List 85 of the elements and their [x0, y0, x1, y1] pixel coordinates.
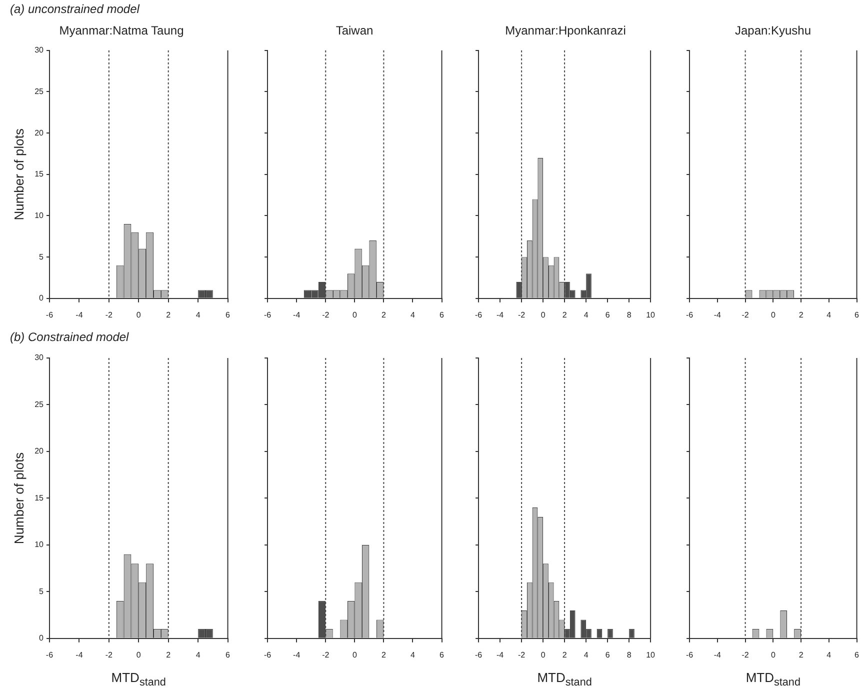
x-tick-label: -6 [686, 310, 694, 320]
x-tick-label: 2 [166, 650, 172, 660]
chart-title: Myanmar:Hponkanrazi [505, 24, 626, 38]
y-tick-label: 5 [39, 252, 44, 262]
x-tick-label: -2 [105, 310, 114, 320]
x-tick-label: -6 [46, 310, 54, 320]
x-tick-label: -4 [714, 650, 722, 660]
y-tick-label: 15 [34, 170, 44, 179]
x-tick-label: -2 [322, 650, 330, 660]
x-tick-label: 2 [798, 650, 804, 660]
y-tick-label: 30 [34, 353, 44, 362]
y-axis-title: Number of plots [11, 128, 26, 220]
x-tick-label: 0 [770, 650, 776, 660]
x-tick-label: 6 [440, 310, 445, 320]
text: (a) unconstrained model [10, 2, 140, 16]
x-tick-label: 4 [826, 650, 832, 660]
x-tick-label: -2 [322, 310, 330, 320]
x-axis-title: MTD$_{stand}$ [746, 670, 800, 689]
x-tick-label: 2 [381, 310, 386, 320]
x-tick-label: 10 [646, 650, 656, 660]
x-tick-label: -4 [714, 310, 722, 320]
x-tick-label: -6 [46, 650, 54, 660]
chart-title: Japan:Kyushu [734, 24, 812, 38]
x-tick-label: -6 [686, 650, 694, 660]
x-tick-label: 4 [826, 310, 832, 320]
x-tick-label: 2 [381, 650, 386, 660]
y-tick-label: 0 [39, 294, 44, 303]
chart-title: Taiwan [336, 24, 374, 38]
text: (b) Constrained model [10, 330, 129, 344]
y-tick-label: 10 [34, 210, 44, 220]
x-tick-label: 10 [646, 310, 656, 320]
x-tick-label: 0 [770, 310, 776, 320]
x-axis-title: MTD$_{stand}$ [537, 670, 592, 689]
y-tick-label: 0 [39, 634, 44, 643]
x-tick-label: -4 [293, 310, 301, 320]
y-tick-label: 20 [34, 446, 44, 456]
x-tick-label: 2 [166, 310, 172, 320]
x-tick-label: 0 [352, 650, 358, 660]
x-tick-label: 4 [410, 650, 416, 660]
x-tick-label: 0 [352, 310, 358, 320]
x-tick-label: -6 [264, 310, 272, 320]
x-tick-label: 8 [626, 650, 632, 660]
x-tick-label: -4 [76, 310, 84, 320]
y-tick-label: 10 [34, 540, 44, 550]
x-axis-title: MTD$_{stand}$ [111, 670, 166, 689]
y-tick-label: 20 [34, 128, 44, 138]
x-tick-label: -2 [742, 650, 750, 660]
x-tick-label: -4 [496, 310, 504, 320]
x-tick-label: 4 [584, 650, 589, 660]
x-tick-label: -6 [474, 310, 483, 320]
x-tick-label: 4 [196, 310, 201, 320]
x-tick-label: 6 [605, 650, 610, 660]
x-tick-label: 4 [584, 310, 589, 320]
x-tick-label: -2 [518, 310, 526, 320]
x-tick-label: -4 [76, 650, 84, 660]
x-tick-label: 6 [605, 310, 610, 320]
x-tick-label: -6 [264, 650, 272, 660]
x-tick-label: -6 [474, 650, 483, 660]
x-tick-label: 6 [440, 650, 445, 660]
y-tick-label: 30 [34, 46, 44, 55]
x-tick-label: -4 [496, 650, 504, 660]
y-tick-label: 15 [34, 493, 44, 502]
x-tick-label: 6 [226, 650, 231, 660]
chart-title: Myanmar:Natma Taung [59, 24, 184, 38]
x-tick-label: -2 [742, 310, 750, 320]
x-tick-label: 4 [196, 650, 201, 660]
x-tick-label: -2 [518, 650, 526, 660]
x-tick-label: 6 [854, 310, 860, 320]
x-tick-label: 6 [226, 310, 231, 320]
x-tick-label: 4 [410, 310, 416, 320]
x-tick-label: 6 [854, 650, 860, 660]
x-tick-label: 2 [798, 310, 804, 320]
x-tick-label: 0 [136, 650, 142, 660]
x-tick-label: 2 [562, 310, 568, 320]
x-tick-label: 0 [136, 310, 142, 320]
y-tick-label: 25 [34, 86, 44, 96]
x-tick-label: -2 [105, 650, 114, 660]
x-tick-label: -4 [293, 650, 301, 660]
x-tick-label: 2 [562, 650, 568, 660]
y-axis-title: Number of plots [11, 452, 26, 544]
y-tick-label: 25 [34, 400, 44, 409]
x-tick-label: 0 [540, 310, 546, 320]
x-tick-label: 0 [540, 650, 546, 660]
y-tick-label: 5 [39, 586, 44, 596]
x-tick-label: 8 [626, 310, 632, 320]
